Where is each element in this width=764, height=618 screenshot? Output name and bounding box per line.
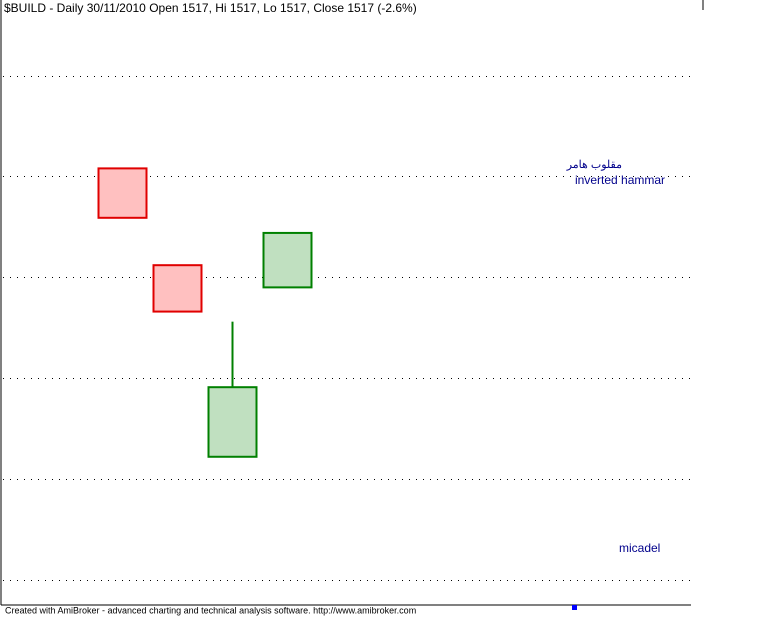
candle-body [262,231,313,289]
marker [572,605,577,610]
footer: Created with AmiBroker - advanced charti… [5,605,416,615]
annotation: inverted hammar [575,173,665,187]
candle-body [152,264,203,313]
chart-title: $BUILD - Daily 30/11/2010 Open 1517, Hi … [4,1,417,15]
candle-body [207,386,258,458]
annotation: مقلوب هامر [566,159,622,171]
annotation: micadel [619,541,660,555]
candle-body [97,167,148,219]
